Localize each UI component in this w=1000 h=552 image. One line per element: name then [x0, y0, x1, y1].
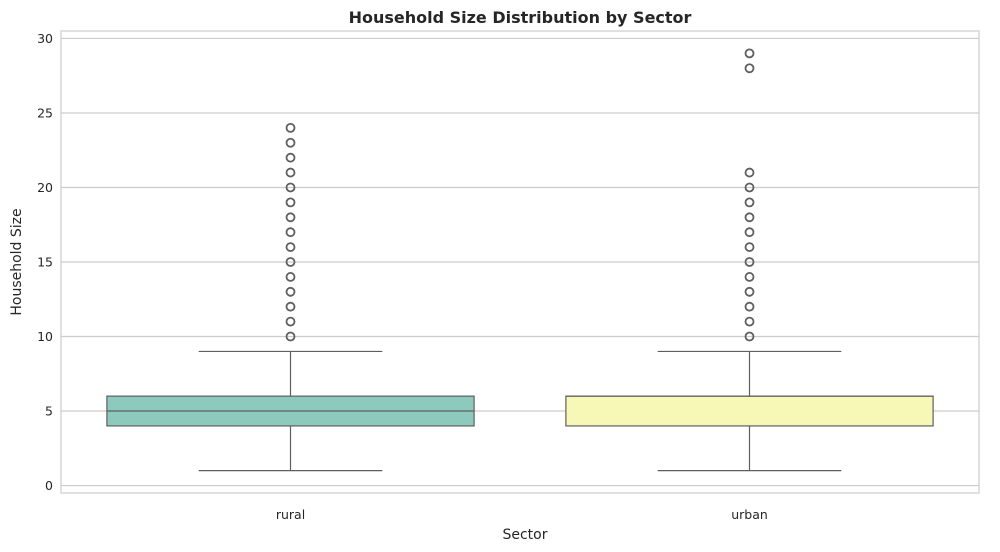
outlier-point	[744, 48, 755, 59]
box-group-rural	[106, 122, 475, 472]
outlier-point	[744, 63, 755, 74]
outlier-point	[744, 182, 755, 193]
boxes	[106, 48, 934, 472]
y-tick-label: 25	[37, 105, 53, 120]
outlier-point	[744, 167, 755, 178]
y-tick-labels: 0 5 10 15 20 25 30	[37, 31, 53, 493]
y-tick-label: 10	[37, 329, 53, 344]
outlier-point	[285, 316, 296, 327]
y-axis-label: Household Size	[9, 208, 25, 315]
outlier-point	[285, 331, 296, 342]
plot-frame	[60, 30, 980, 494]
outlier-point	[285, 182, 296, 193]
y-tick-label: 30	[37, 31, 53, 46]
outlier-point	[744, 197, 755, 208]
outlier-point	[285, 272, 296, 282]
outlier-point	[285, 137, 296, 148]
outlier-point	[285, 167, 296, 178]
y-tick-label: 20	[37, 180, 53, 195]
outlier-point	[285, 152, 296, 163]
outlier-point	[744, 272, 755, 282]
outlier-point	[744, 316, 755, 327]
outlier-point	[744, 212, 755, 223]
box-iqr	[565, 395, 934, 427]
y-tick-label: 15	[37, 255, 53, 270]
outlier-point	[744, 301, 755, 312]
x-tick-label: rural	[276, 507, 305, 522]
outlier-point	[285, 197, 296, 208]
outlier-point	[744, 286, 755, 297]
outlier-point	[744, 257, 755, 267]
outlier-point	[285, 301, 296, 312]
outlier-point	[285, 257, 296, 267]
y-tick-label: 0	[45, 478, 53, 493]
outlier-point	[285, 286, 296, 297]
outlier-point	[285, 122, 296, 133]
x-tick-label: urban	[731, 507, 768, 522]
outlier-point	[285, 227, 296, 238]
outlier-point	[744, 227, 755, 238]
box-group-urban	[565, 48, 934, 472]
outlier-point	[285, 212, 296, 223]
outlier-point	[744, 242, 755, 252]
outlier-point	[285, 242, 296, 252]
outlier-point	[744, 331, 755, 342]
x-axis-label: Sector	[502, 527, 547, 543]
x-tick-labels: rural urban	[276, 507, 768, 522]
chart-title: Household Size Distribution by Sector	[349, 8, 692, 27]
y-tick-label: 5	[45, 404, 53, 419]
